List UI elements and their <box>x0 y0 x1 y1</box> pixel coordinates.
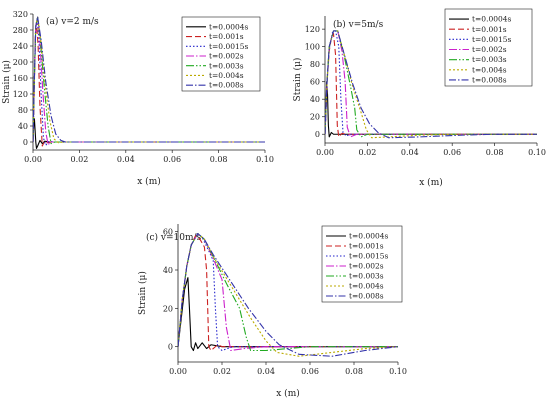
legend-entry: t=0.003s <box>209 61 244 70</box>
series-line-5 <box>325 30 537 138</box>
legend: t=0.0004st=0.001st=0.0015st=0.002st=0.00… <box>181 16 261 92</box>
legend-box <box>321 225 403 303</box>
x-tick-label: 0.10 <box>256 155 274 164</box>
legend-box <box>444 8 533 87</box>
y-tick-label: 80 <box>310 60 320 69</box>
y-tick-label: 100 <box>305 43 320 52</box>
x-tick-label: 0.02 <box>358 148 376 157</box>
legend-entry: t=0.004s <box>209 71 244 80</box>
series-group <box>33 16 265 149</box>
series-line-1 <box>178 277 398 352</box>
y-tick-label: 60 <box>163 228 173 237</box>
x-axis-label: x (m) <box>419 177 443 188</box>
panel-c-chart: 0.00 0.02 0.04 0.06 0.08 0.10 0 20 40 60 x (m) Stra… <box>137 224 407 399</box>
y-axis-label: Strain (μ) <box>1 60 12 104</box>
series-line-7 <box>325 30 537 139</box>
x-tick-label: 0.00 <box>316 148 334 157</box>
x-tick-label: 0.02 <box>213 367 231 376</box>
y-tick-label: 240 <box>13 42 28 51</box>
legend-entry: t=0.004s <box>472 65 507 74</box>
series-line-6 <box>325 30 537 139</box>
series-line-1 <box>33 118 265 149</box>
y-tick-label: 40 <box>310 95 320 104</box>
x-tick-label: 0.04 <box>117 155 135 164</box>
legend-entry: t=0.003s <box>349 272 384 281</box>
x-tick-label: 0.08 <box>345 367 363 376</box>
legend: t=0.0004st=0.001st=0.0015st=0.002st=0.00… <box>444 8 533 87</box>
legend-entry: t=0.003s <box>472 55 507 64</box>
legend-entry: t=0.008s <box>349 292 384 301</box>
y-tick-label: 0 <box>23 138 28 147</box>
series-line-5 <box>33 16 265 145</box>
legend-entry: t=0.0004s <box>349 232 389 241</box>
y-tick-label: 320 <box>13 10 28 19</box>
panel-label: (c) v=10m/s <box>146 232 202 243</box>
panel-label: (b) v=5m/s <box>333 19 384 30</box>
y-tick-label: 20 <box>163 304 173 313</box>
series-line-6 <box>33 16 265 144</box>
legend-entry: t=0.001s <box>209 32 244 41</box>
y-tick-label: 200 <box>13 58 28 67</box>
series-line-2 <box>178 234 398 352</box>
legend-entry: t=0.0004s <box>472 15 512 24</box>
x-axis-label: x (m) <box>137 176 161 187</box>
x-tick-label: 0.00 <box>24 155 42 164</box>
legend-entry: t=0.0015s <box>209 42 249 51</box>
x-tick-label: 0.08 <box>486 148 504 157</box>
series-line-7 <box>33 16 265 143</box>
y-tick-label: 20 <box>310 113 320 122</box>
y-axis-label: Strain (μ) <box>137 271 148 315</box>
y-tick-label: 120 <box>305 25 320 34</box>
legend-entry: t=0.0015s <box>349 252 389 261</box>
y-tick-label: 40 <box>18 122 28 131</box>
x-tick-label: 0.04 <box>257 367 275 376</box>
panel-a-chart: 0.00 0.02 0.04 0.06 0.08 0.10 0 40 80 120 160 200 24… <box>1 10 274 187</box>
series-line-3 <box>325 30 537 137</box>
x-tick-label: 0.10 <box>528 148 546 157</box>
x-tick-label: 0.06 <box>443 148 461 157</box>
series-group <box>178 233 399 357</box>
x-tick-label: 0.04 <box>401 148 419 157</box>
legend-entry: t=0.001s <box>472 25 507 34</box>
y-tick-label: 120 <box>13 90 28 99</box>
y-axis-label: Strain (μ) <box>292 58 303 102</box>
x-tick-label: 0.08 <box>210 155 228 164</box>
legend-box <box>181 16 261 92</box>
x-tick-label: 0.06 <box>163 155 181 164</box>
series-line-7 <box>178 233 399 357</box>
legend-entry: t=0.004s <box>349 282 384 291</box>
legend: t=0.0004st=0.001st=0.0015st=0.002st=0.00… <box>321 225 403 303</box>
x-tick-label: 0.00 <box>169 367 187 376</box>
x-tick-label: 0.02 <box>70 155 88 164</box>
x-tick-label: 0.10 <box>389 367 407 376</box>
panel-b-chart: 0.00 0.02 0.04 0.06 0.08 0.10 0 20 40 60 80 100 120 x… <box>292 8 546 188</box>
y-tick-label: 60 <box>310 78 320 87</box>
legend-entry: t=0.008s <box>472 76 507 85</box>
y-tick-label: 80 <box>18 106 28 115</box>
x-tick-label: 0.06 <box>301 367 319 376</box>
legend-entry: t=0.001s <box>349 242 384 251</box>
y-tick-label: 280 <box>13 26 28 35</box>
x-axis-label: x (m) <box>276 388 300 399</box>
legend-entry: t=0.0015s <box>472 35 512 44</box>
legend-entry: t=0.002s <box>472 45 507 54</box>
legend-entry: t=0.008s <box>209 81 244 90</box>
series-line-4 <box>178 233 398 352</box>
y-tick-label: 160 <box>13 74 28 83</box>
panel-label: (a) v=2 m/s <box>46 16 99 27</box>
legend-entry: t=0.002s <box>349 262 384 271</box>
y-tick-label: 40 <box>163 266 173 275</box>
legend-entry: t=0.002s <box>209 52 244 61</box>
series-line-4 <box>325 30 537 138</box>
series-group <box>325 30 537 139</box>
y-tick-label: 0 <box>315 130 320 139</box>
y-tick-label: 0 <box>168 343 173 352</box>
legend-entry: t=0.0004s <box>209 22 249 31</box>
